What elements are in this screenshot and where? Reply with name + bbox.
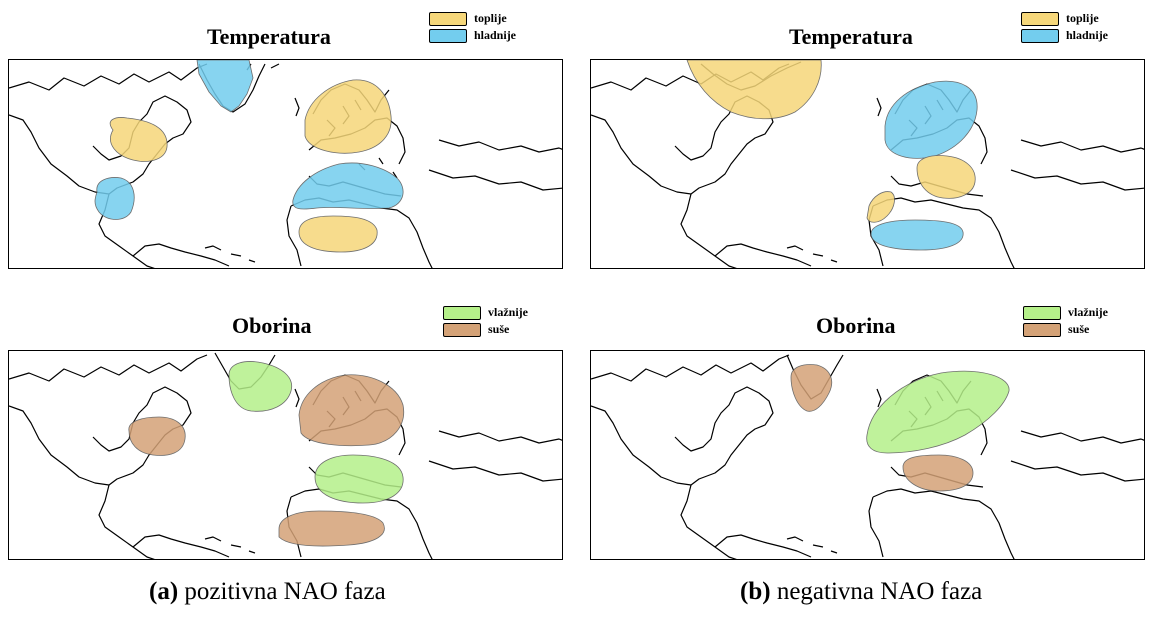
- region-drier-greenland: [790, 364, 833, 412]
- warmer-label: toplije: [1066, 11, 1099, 25]
- legend-row-colder: hladnije: [1021, 28, 1141, 44]
- warmer-label: toplije: [474, 11, 507, 25]
- wetter-swatch: [443, 306, 481, 320]
- drier-swatch: [1023, 323, 1061, 337]
- panel-b-caption: (b) negativna NAO faza: [740, 578, 982, 606]
- drier-label: suše: [1068, 322, 1090, 336]
- region-colder-mediterranean: [292, 162, 404, 210]
- colder-label: hladnije: [1066, 28, 1109, 42]
- region-warmer-canada-greenland: [686, 60, 822, 120]
- region-warmer-north-africa: [298, 215, 378, 253]
- legend-row-wetter: vlažnije: [443, 305, 563, 321]
- legend-row-drier: suše: [1023, 322, 1143, 338]
- caption-tag: (a): [149, 578, 179, 605]
- region-drier-northern-europe: [298, 374, 405, 447]
- panel-a-precipitation-title: Oborina: [232, 313, 312, 338]
- wetter-label: vlažnije: [488, 305, 528, 319]
- region-drier-north-africa: [278, 510, 385, 547]
- legend-row-colder: hladnije: [429, 28, 549, 44]
- anomaly-regions: [686, 60, 978, 251]
- region-colder-greenland: [196, 60, 254, 113]
- region-wetter-northern-europe: [866, 370, 1010, 454]
- land-outline: [9, 63, 562, 268]
- region-colder-north-africa: [870, 219, 964, 251]
- anomaly-regions: [790, 364, 1010, 492]
- legend-row-warmer: toplije: [429, 11, 549, 27]
- region-warmer-central-north-america: [109, 117, 168, 162]
- warmer-swatch: [429, 12, 467, 26]
- region-drier-central-north-america: [128, 416, 186, 456]
- region-warmer-northern-europe: [304, 79, 392, 154]
- panel-b-precipitation-title: Oborina: [816, 313, 896, 338]
- drier-swatch: [443, 323, 481, 337]
- region-warmer-iberia: [866, 191, 895, 223]
- panel-a-precipitation-map: [8, 350, 563, 560]
- map-svg: [591, 354, 1144, 559]
- anomaly-regions: [94, 60, 404, 253]
- caption-text: pozitivna NAO faza: [178, 578, 386, 605]
- panel-a-temperature-title: Temperatura: [207, 24, 331, 49]
- region-drier-mediterranean: [902, 454, 974, 492]
- legend-row-drier: suše: [443, 322, 563, 338]
- region-colder-northern-europe: [884, 80, 978, 159]
- wetter-label: vlažnije: [1068, 305, 1108, 319]
- anomaly-regions: [128, 361, 405, 547]
- colder-label: hladnije: [474, 28, 517, 42]
- panel-b-temperature-map: [590, 59, 1145, 269]
- warmer-swatch: [1021, 12, 1059, 26]
- land-outline: [591, 354, 1144, 559]
- panel-b-temperature-title: Temperatura: [789, 24, 913, 49]
- region-colder-gulf-of-mexico: [94, 177, 135, 220]
- map-svg: [9, 352, 562, 559]
- panel-b-precipitation-map: [590, 350, 1145, 560]
- caption-tag: (b): [740, 578, 771, 605]
- map-svg: [591, 60, 1144, 268]
- legend-row-warmer: toplije: [1021, 11, 1141, 27]
- region-wetter-greenland: [228, 361, 293, 412]
- legend-row-wetter: vlažnije: [1023, 305, 1143, 321]
- colder-swatch: [429, 29, 467, 43]
- caption-text: negativna NAO faza: [770, 578, 983, 605]
- land-outline: [591, 61, 1144, 268]
- colder-swatch: [1021, 29, 1059, 43]
- drier-label: suše: [488, 322, 510, 336]
- region-warmer-mediterranean: [916, 155, 976, 199]
- panel-a-temperature-map: [8, 59, 563, 269]
- wetter-swatch: [1023, 306, 1061, 320]
- map-svg: [9, 60, 562, 268]
- region-wetter-mediterranean: [314, 454, 404, 504]
- panel-a-caption: (a) pozitivna NAO faza: [149, 578, 386, 606]
